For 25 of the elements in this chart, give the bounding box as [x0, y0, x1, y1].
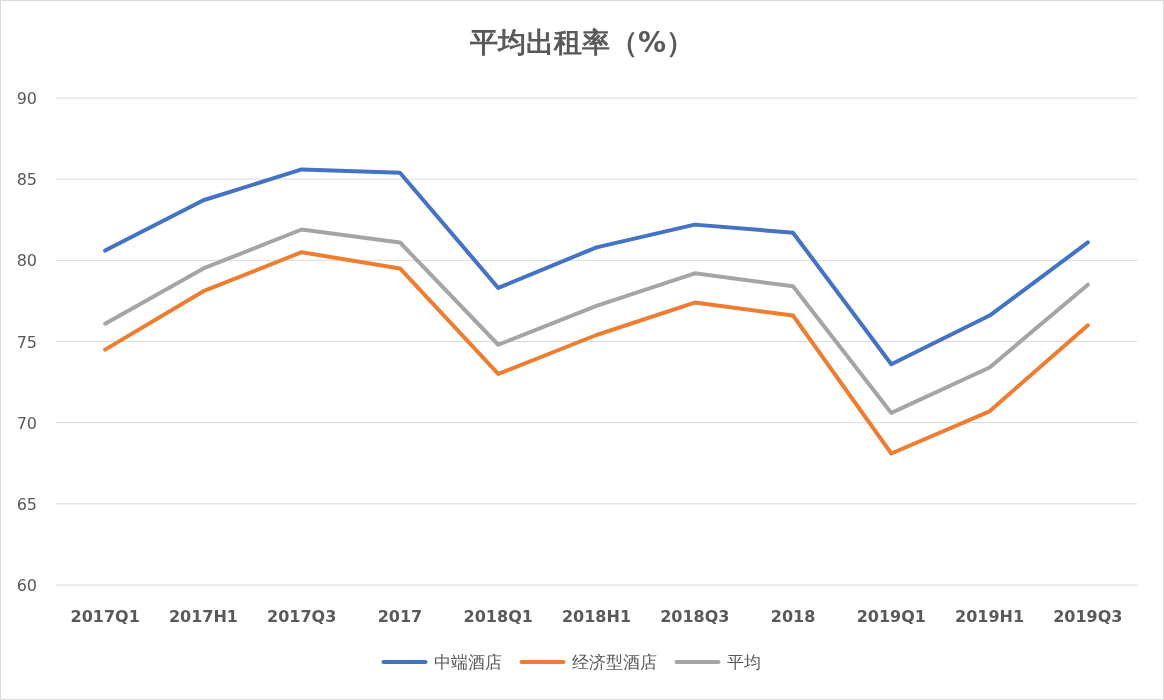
line-series	[103, 227, 1090, 415]
y-tick-label: 60	[16, 576, 37, 595]
x-tick-label: 2019H1	[955, 607, 1025, 626]
x-tick-label: 2018Q3	[660, 607, 730, 626]
legend-label: 中端酒店	[433, 652, 502, 672]
legend-label: 平均	[726, 652, 761, 672]
y-tick-label: 90	[16, 89, 37, 108]
line-series	[103, 167, 1090, 367]
chart-title: 平均出租率（%）	[468, 26, 695, 59]
x-tick-label: 2017Q1	[70, 607, 140, 626]
x-tick-label: 2018	[770, 607, 816, 626]
x-tick-label: 2017	[377, 607, 423, 626]
y-tick-label: 70	[16, 413, 37, 433]
x-tick-label: 2017Q3	[267, 607, 337, 626]
x-tick-label: 2019Q1	[856, 607, 926, 626]
y-tick-label: 65	[16, 494, 37, 514]
x-tick-label: 2018H1	[561, 607, 632, 626]
y-tick-label: 75	[16, 332, 37, 352]
y-tick-label: 85	[16, 170, 37, 190]
x-tick-label: 2017H1	[168, 607, 238, 626]
x-tick-label: 2019Q3	[1053, 607, 1123, 626]
line-series	[103, 250, 1090, 456]
legend-label: 经济型酒店	[571, 652, 657, 672]
y-tick-label: 80	[16, 251, 37, 271]
x-tick-label: 2018Q1	[463, 607, 533, 626]
